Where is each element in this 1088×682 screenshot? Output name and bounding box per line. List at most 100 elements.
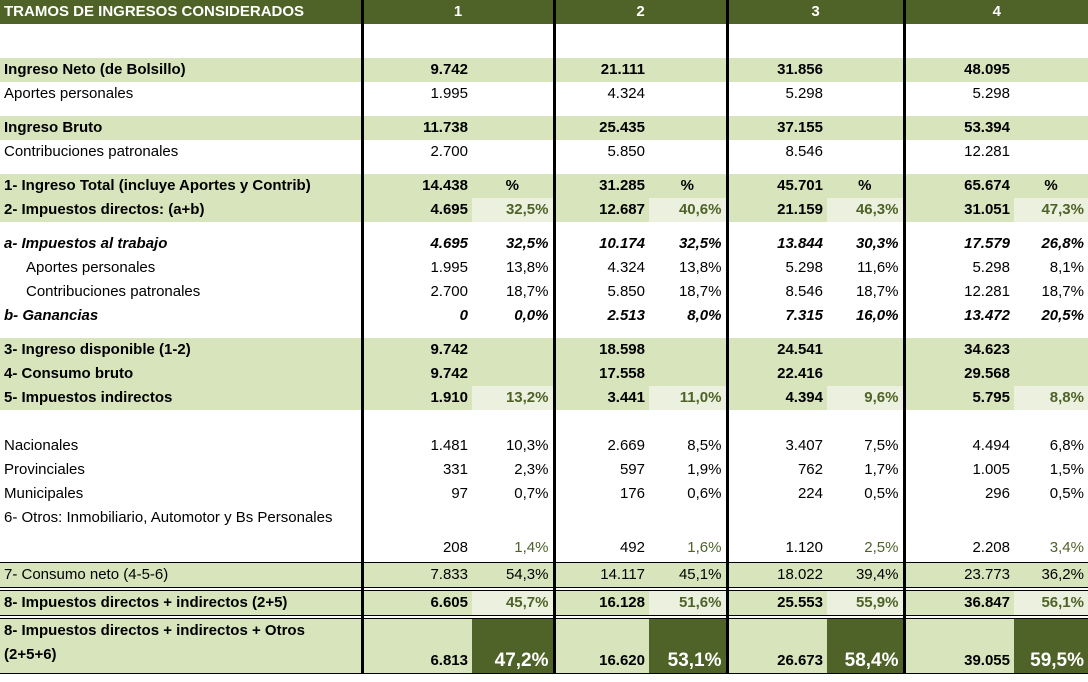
value-cell: 10.174 (552, 232, 649, 256)
percent-cell: 26,8% (1041, 235, 1084, 252)
percent-cell: 10,3% (505, 437, 549, 454)
row-label: Contribuciones patronales (26, 283, 201, 300)
table-row: a- Impuestos al trabajo 4.695 32,5% 10.174 3… (0, 232, 1088, 256)
percent-cell: 11,0% (649, 386, 727, 410)
percent-cell: 18,7% (678, 283, 722, 300)
table-row: 8- Impuestos directos + indirectos + Otr… (0, 618, 1088, 674)
value-cell: 97 (360, 482, 472, 506)
percent-cell: 0,7% (514, 485, 549, 502)
value-cell: 176 (552, 482, 649, 506)
spacer-row (0, 410, 1088, 434)
value-cell: 224 (725, 482, 827, 506)
value-cell: 14.438 (360, 174, 472, 198)
percent-cell: 8,0% (687, 307, 722, 324)
value-cell: 4.695 (360, 198, 472, 222)
value-cell: 34.623 (902, 338, 1014, 362)
value-cell: 5.298 (725, 256, 827, 280)
percent-cell: % (649, 174, 727, 198)
value-cell: 762 (725, 458, 827, 482)
header-title: TRAMOS DE INGRESOS CONSIDERADOS (0, 0, 362, 24)
percent-cell: 46,3% (827, 198, 904, 222)
row-label: Provinciales (4, 461, 85, 478)
percent-cell (827, 82, 904, 106)
row-label: 6- Otros: Inmobiliario, Automotor y Bs P… (4, 509, 333, 526)
percent-cell (827, 140, 904, 164)
value-cell: 7.315 (725, 304, 827, 328)
value-cell: 6.813 (360, 618, 472, 674)
percent-cell (649, 338, 727, 362)
percent-cell (472, 82, 554, 106)
percent-cell (827, 362, 904, 386)
value-cell: 13.472 (902, 304, 1014, 328)
table-row: 8- Impuestos directos + indirectos (2+5)… (0, 590, 1088, 616)
value-cell: 12.687 (552, 198, 649, 222)
value-cell: 2.208 (902, 506, 1014, 560)
row-label: 3- Ingreso disponible (1-2) (0, 338, 362, 362)
row-label: Contribuciones patronales (4, 143, 179, 160)
value-cell: 65.674 (902, 174, 1014, 198)
value-cell: 492 (552, 506, 649, 560)
row-label: 1- Ingreso Total (incluye Aportes y Cont… (0, 174, 362, 198)
spacer-row (0, 615, 1088, 619)
value-cell: 1.120 (725, 506, 827, 560)
table-row: Municipales 97 0,7% 176 0,6% 224 0,5% 296 0,5% (0, 482, 1088, 506)
row-label: 4- Consumo bruto (0, 362, 362, 386)
header-col-2: 2 (552, 0, 727, 24)
percent-cell: 2,3% (514, 461, 549, 478)
table-header: TRAMOS DE INGRESOS CONSIDERADOS 1 2 3 4 (0, 0, 1088, 24)
value-cell: 9.742 (360, 58, 472, 82)
percent-cell (1014, 362, 1088, 386)
value-cell: 4.324 (552, 256, 649, 280)
percent-cell: 1,7% (864, 461, 899, 478)
percent-cell: 18,7% (505, 283, 549, 300)
spacer-row (0, 328, 1088, 338)
value-cell: 25.553 (725, 590, 827, 616)
value-cell: 48.095 (902, 58, 1014, 82)
percent-cell: 18,7% (1041, 283, 1084, 300)
percent-cell (649, 362, 727, 386)
percent-cell: 7,5% (864, 437, 899, 454)
percent-cell: 13,2% (472, 386, 554, 410)
table-row: b- Ganancias 0 0,0% 2.513 8,0% 7.315 16,0% 13.4… (0, 304, 1088, 328)
value-cell: 5.298 (725, 82, 827, 106)
row-label: Aportes personales (4, 85, 134, 102)
percent-cell: 0,0% (514, 307, 549, 324)
percent-cell: 9,6% (827, 386, 904, 410)
percent-cell: 13,8% (678, 259, 722, 276)
row-label: Ingreso Neto (de Bolsillo) (0, 58, 362, 82)
value-cell: 2.700 (360, 140, 472, 164)
percent-cell (827, 338, 904, 362)
value-cell: 17.579 (902, 232, 1014, 256)
value-cell: 1.005 (902, 458, 1014, 482)
value-cell: 31.285 (552, 174, 649, 198)
table-row: Contribuciones patronales 2.700 5.850 8.546… (0, 140, 1088, 164)
table-row: Nacionales 1.481 10,3% 2.669 8,5% 3.407 7,5% 4.… (0, 434, 1088, 458)
percent-cell (1014, 82, 1088, 106)
percent-cell (1014, 338, 1088, 362)
percent-cell: 18,7% (855, 283, 899, 300)
percent-cell: 53,1% (649, 618, 727, 674)
row-label: a- Impuestos al trabajo (4, 235, 168, 252)
percent-cell: 30,3% (855, 235, 899, 252)
value-cell: 4.695 (360, 232, 472, 256)
row-label: 7- Consumo neto (4-5-6) (0, 562, 362, 588)
percent-cell: 2,5% (864, 539, 899, 556)
row-label: Ingreso Bruto (0, 116, 362, 140)
percent-cell: 39,4% (827, 562, 904, 588)
percent-cell (649, 140, 727, 164)
value-cell: 13.844 (725, 232, 827, 256)
value-cell: 1.910 (360, 386, 472, 410)
spacer-row (0, 24, 1088, 48)
value-cell: 14.117 (552, 562, 649, 588)
percent-cell: 20,5% (1041, 307, 1084, 324)
value-cell: 36.847 (902, 590, 1014, 616)
value-cell: 9.742 (360, 338, 472, 362)
row-label: 5- Impuestos indirectos (0, 386, 362, 410)
percent-cell: 13,8% (505, 259, 549, 276)
percent-cell (472, 140, 554, 164)
value-cell: 39.055 (902, 618, 1014, 674)
value-cell: 2.669 (552, 434, 649, 458)
percent-cell: 32,5% (505, 235, 549, 252)
value-cell: 21.111 (552, 58, 649, 82)
